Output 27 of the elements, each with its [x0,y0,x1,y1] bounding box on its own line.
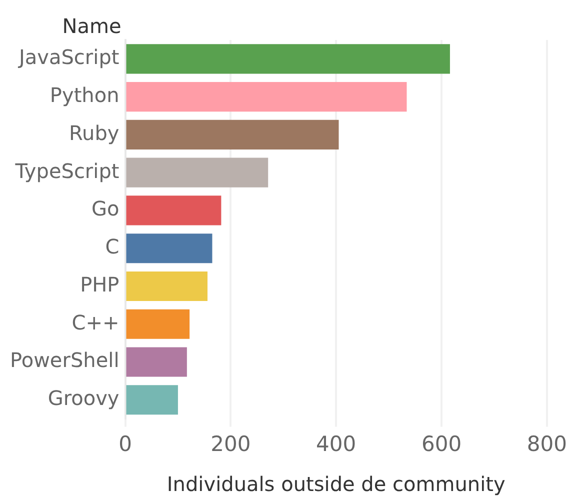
x-tick-label: 0 [118,432,132,456]
y-tick-label: Go [92,196,120,221]
bar [126,234,212,264]
x-tick-label: 200 [210,432,251,456]
bar [126,309,190,339]
y-tick-label: PHP [80,272,120,296]
bar [126,82,407,112]
x-tick-label: 800 [526,432,568,456]
y-tick-label: PowerShell [10,348,120,372]
y-tick-label: C [105,234,120,259]
bar [126,347,187,377]
x-tick-label: 400 [316,432,356,456]
y-tick-label: TypeScript [14,158,120,183]
bar [126,158,268,188]
y-axis-title: Name [62,14,122,38]
y-tick-label: Python [50,83,120,108]
x-axis-title: Individuals outside de community [166,472,506,496]
y-tick-label: JavaScript [16,45,120,70]
bar [126,271,208,301]
x-tick-label: 600 [421,432,462,456]
y-tick-label: Groovy [48,386,120,410]
bar [126,196,222,226]
bar [126,385,178,415]
y-tick-label: C++ [72,310,120,334]
y-tick-label: Ruby [69,120,120,145]
bar [126,44,450,74]
bar [126,120,339,150]
